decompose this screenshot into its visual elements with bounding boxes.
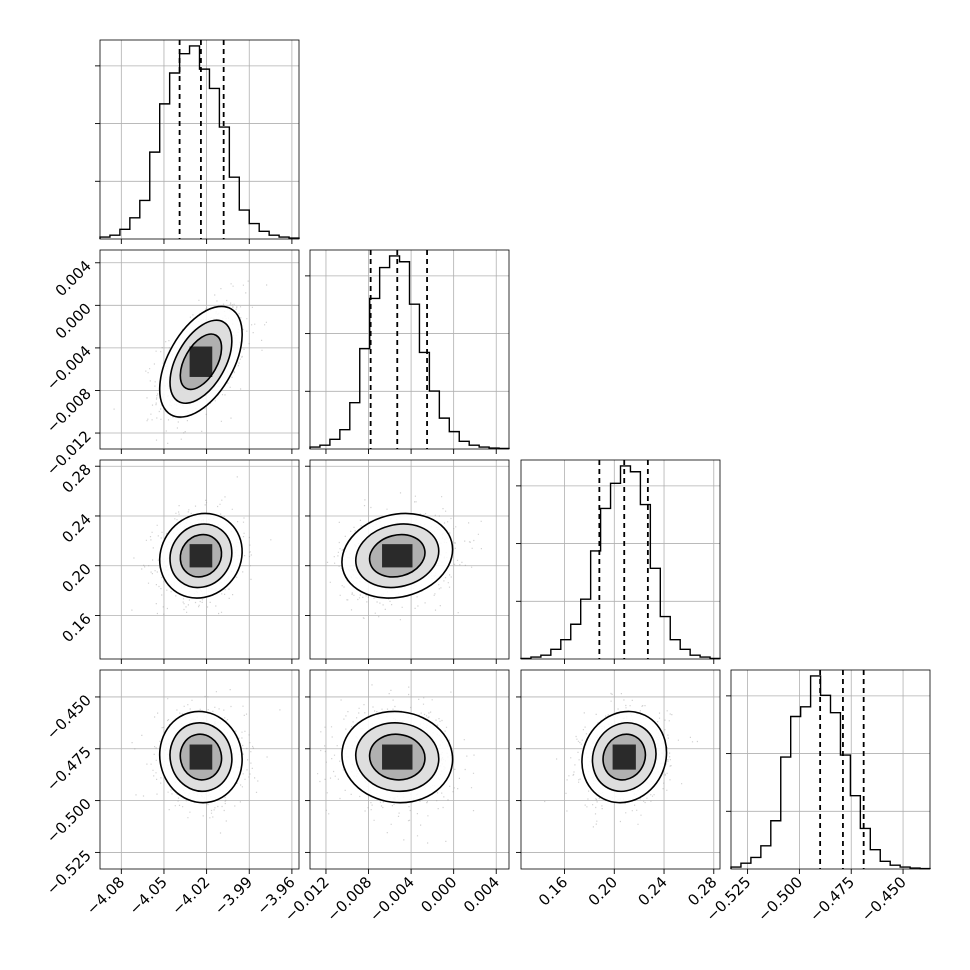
x-tick-label: −0.004 xyxy=(366,873,418,925)
panel-frame xyxy=(309,669,510,870)
panel-3-3: −0.525 −0.500 −0.475 −0.450 xyxy=(702,669,931,925)
x-tick-label: −0.008 xyxy=(323,873,375,925)
contour-line xyxy=(179,733,223,781)
panel-frame xyxy=(99,249,300,450)
density-core xyxy=(612,744,636,770)
contour-line xyxy=(158,710,243,804)
panel-frame xyxy=(99,459,300,660)
histogram-step xyxy=(99,45,300,239)
panel-frame xyxy=(520,669,721,870)
y-tick-label: 0.000 xyxy=(52,299,95,342)
contour-line xyxy=(341,710,454,804)
panel-frame xyxy=(730,669,931,870)
contour-line xyxy=(158,512,243,599)
panel-frame xyxy=(309,459,510,660)
panel-2-0: 0.160.200.240.28 xyxy=(58,459,300,664)
contour-line xyxy=(179,533,223,578)
y-tick-label: −0.475 xyxy=(43,743,95,795)
histogram-step xyxy=(520,465,721,660)
x-tick-label: −3.99 xyxy=(211,873,256,918)
y-tick-label: −0.008 xyxy=(43,385,95,437)
contour-line xyxy=(602,733,647,781)
contour-line xyxy=(354,722,440,793)
panel-3-0: −4.08−4.05−4.02−3.99−3.96−0.525−0.500−0.… xyxy=(43,669,300,918)
x-tick-label: 0.004 xyxy=(460,873,503,916)
contour-line xyxy=(158,305,243,418)
y-tick-label: 0.24 xyxy=(58,510,94,546)
scatter-points xyxy=(544,692,698,828)
contour-line xyxy=(354,523,440,589)
panel-frame xyxy=(309,249,510,450)
density-core xyxy=(189,544,213,568)
panel-0-0 xyxy=(95,39,300,244)
x-tick-label: −0.475 xyxy=(806,873,858,925)
density-core xyxy=(189,744,213,770)
x-tick-label: 0.20 xyxy=(585,873,621,909)
x-tick-label: −4.05 xyxy=(126,873,171,918)
y-tick-label: 0.16 xyxy=(58,610,94,646)
panel-frame xyxy=(99,669,300,870)
contour-line xyxy=(179,333,223,391)
contour-line xyxy=(581,710,668,804)
y-tick-label: 0.20 xyxy=(58,560,94,596)
panel-3-2: 0.16 0.20 0.24 0.28 xyxy=(516,669,721,909)
panel-frame xyxy=(520,459,721,660)
panel-1-1 xyxy=(305,249,510,454)
panel-bg xyxy=(521,460,720,659)
panel-3-1: −0.012−0.008−0.004 0.000 0.004 xyxy=(281,669,510,925)
contour-line xyxy=(169,319,233,405)
density-core xyxy=(382,744,413,770)
x-tick-label: 0.24 xyxy=(635,873,671,909)
y-tick-label: 0.004 xyxy=(52,257,95,300)
panel-frame xyxy=(99,39,300,240)
y-tick-label: −0.450 xyxy=(43,691,95,743)
x-tick-label: −0.450 xyxy=(858,873,910,925)
x-tick-label: −0.500 xyxy=(754,873,806,925)
y-tick-label: −0.500 xyxy=(43,795,95,847)
panel-2-2 xyxy=(516,459,721,664)
contour-line xyxy=(368,733,426,781)
y-tick-label: −0.004 xyxy=(43,342,95,394)
contour-line xyxy=(591,722,657,793)
panel-2-1 xyxy=(305,459,510,664)
x-tick-label: −4.02 xyxy=(168,873,213,918)
histogram-step xyxy=(730,675,931,870)
x-tick-label: −4.08 xyxy=(83,873,128,918)
y-tick-label: −0.525 xyxy=(43,847,95,899)
contour-line xyxy=(169,523,233,589)
x-tick-label: 0.000 xyxy=(417,873,460,916)
histogram-step xyxy=(309,255,510,450)
contour-line xyxy=(368,533,426,578)
density-core xyxy=(382,544,413,568)
contour-line xyxy=(169,722,233,793)
panel-bg xyxy=(100,40,299,239)
contour-line xyxy=(341,512,454,599)
x-tick-label: 0.16 xyxy=(535,873,571,909)
density-core xyxy=(189,346,213,377)
